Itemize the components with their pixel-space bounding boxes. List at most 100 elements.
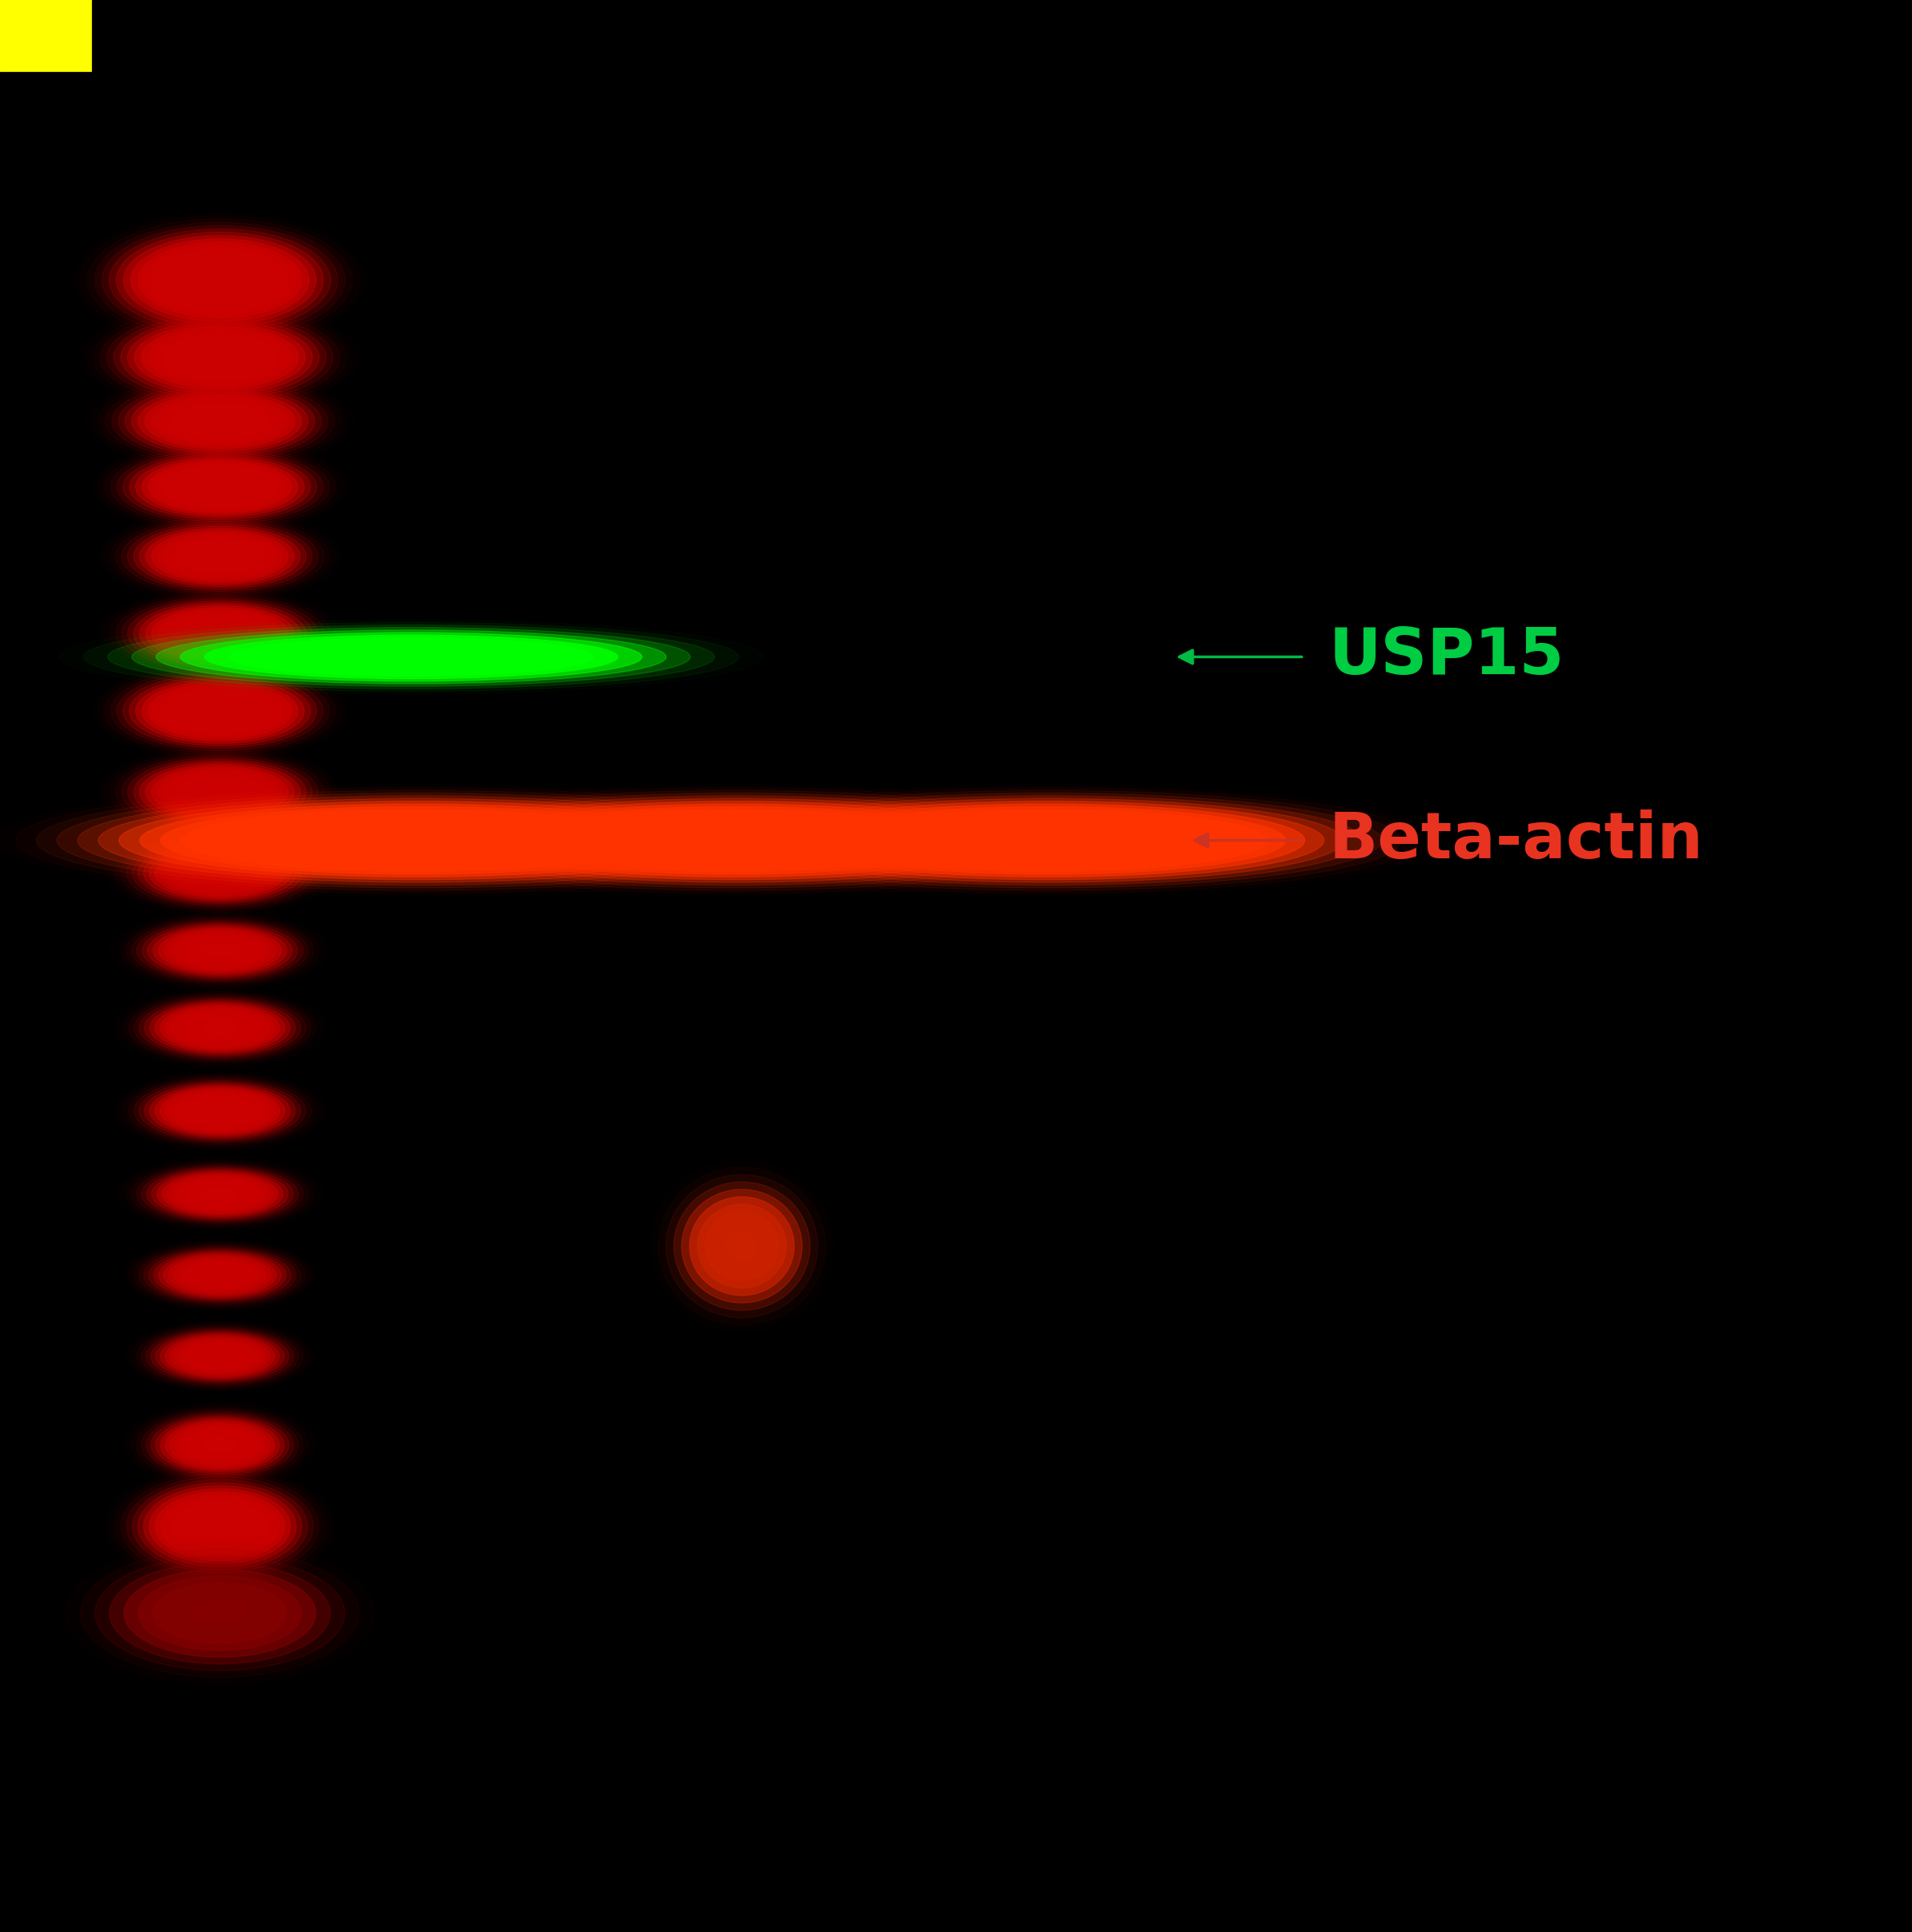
Ellipse shape bbox=[170, 614, 270, 653]
Ellipse shape bbox=[164, 535, 275, 578]
Ellipse shape bbox=[145, 1412, 294, 1478]
Ellipse shape bbox=[132, 840, 308, 906]
Text: USP15: USP15 bbox=[1329, 626, 1564, 688]
Ellipse shape bbox=[134, 601, 306, 667]
Ellipse shape bbox=[109, 228, 331, 332]
Ellipse shape bbox=[120, 319, 319, 396]
Ellipse shape bbox=[128, 522, 312, 591]
Ellipse shape bbox=[164, 1335, 275, 1378]
Ellipse shape bbox=[184, 1343, 256, 1370]
Ellipse shape bbox=[981, 831, 1115, 850]
Ellipse shape bbox=[157, 1171, 283, 1217]
Ellipse shape bbox=[229, 638, 593, 676]
Ellipse shape bbox=[153, 1250, 287, 1300]
Ellipse shape bbox=[161, 466, 279, 508]
Ellipse shape bbox=[153, 1582, 287, 1644]
Ellipse shape bbox=[128, 321, 312, 394]
Ellipse shape bbox=[140, 1246, 300, 1304]
Ellipse shape bbox=[166, 854, 273, 893]
Ellipse shape bbox=[155, 1086, 285, 1136]
Ellipse shape bbox=[159, 253, 281, 307]
Ellipse shape bbox=[182, 1012, 258, 1043]
Ellipse shape bbox=[673, 1182, 811, 1310]
Ellipse shape bbox=[132, 1480, 308, 1573]
Ellipse shape bbox=[151, 1169, 289, 1219]
Ellipse shape bbox=[151, 1329, 289, 1383]
Ellipse shape bbox=[180, 632, 642, 682]
Ellipse shape bbox=[136, 1408, 304, 1482]
Ellipse shape bbox=[155, 1331, 285, 1381]
Ellipse shape bbox=[690, 1196, 793, 1296]
Ellipse shape bbox=[174, 933, 266, 968]
Ellipse shape bbox=[159, 1252, 281, 1298]
Ellipse shape bbox=[201, 943, 239, 958]
Ellipse shape bbox=[157, 630, 665, 684]
Ellipse shape bbox=[111, 381, 329, 462]
Ellipse shape bbox=[157, 533, 283, 580]
Ellipse shape bbox=[122, 452, 317, 522]
Ellipse shape bbox=[130, 454, 310, 520]
Ellipse shape bbox=[149, 1490, 291, 1563]
Ellipse shape bbox=[184, 1430, 256, 1461]
Ellipse shape bbox=[176, 1010, 264, 1045]
Ellipse shape bbox=[120, 837, 319, 910]
Ellipse shape bbox=[203, 1269, 237, 1281]
Ellipse shape bbox=[151, 767, 289, 817]
Ellipse shape bbox=[811, 808, 1285, 873]
Ellipse shape bbox=[598, 821, 874, 860]
Ellipse shape bbox=[145, 605, 294, 663]
Ellipse shape bbox=[409, 792, 1063, 889]
Ellipse shape bbox=[111, 448, 329, 526]
Ellipse shape bbox=[138, 241, 302, 319]
Ellipse shape bbox=[176, 616, 264, 651]
Ellipse shape bbox=[128, 993, 312, 1063]
Ellipse shape bbox=[141, 922, 298, 980]
Ellipse shape bbox=[36, 790, 797, 891]
Ellipse shape bbox=[178, 1260, 262, 1291]
Ellipse shape bbox=[906, 821, 1189, 860]
Ellipse shape bbox=[107, 313, 333, 402]
Ellipse shape bbox=[174, 1258, 266, 1293]
Ellipse shape bbox=[732, 796, 1363, 885]
Ellipse shape bbox=[172, 404, 268, 439]
Ellipse shape bbox=[161, 1333, 279, 1379]
Ellipse shape bbox=[141, 680, 298, 742]
Ellipse shape bbox=[115, 518, 325, 595]
Ellipse shape bbox=[486, 804, 987, 877]
Ellipse shape bbox=[155, 464, 285, 510]
Ellipse shape bbox=[166, 1090, 275, 1132]
Ellipse shape bbox=[138, 920, 302, 981]
Ellipse shape bbox=[147, 1167, 293, 1221]
Ellipse shape bbox=[80, 1549, 359, 1677]
Ellipse shape bbox=[117, 450, 323, 524]
Ellipse shape bbox=[113, 315, 327, 400]
Ellipse shape bbox=[138, 1482, 302, 1571]
Ellipse shape bbox=[195, 269, 245, 292]
Ellipse shape bbox=[141, 458, 298, 516]
Ellipse shape bbox=[868, 815, 1228, 866]
Ellipse shape bbox=[203, 1350, 237, 1362]
Ellipse shape bbox=[163, 334, 277, 381]
Ellipse shape bbox=[180, 935, 260, 966]
Ellipse shape bbox=[170, 1092, 270, 1130]
Ellipse shape bbox=[168, 338, 272, 377]
Ellipse shape bbox=[105, 379, 335, 464]
Ellipse shape bbox=[149, 462, 291, 512]
Ellipse shape bbox=[772, 802, 1323, 879]
Ellipse shape bbox=[205, 636, 618, 678]
Ellipse shape bbox=[122, 597, 317, 670]
Ellipse shape bbox=[141, 1327, 298, 1385]
Ellipse shape bbox=[199, 626, 241, 641]
Ellipse shape bbox=[149, 684, 291, 738]
Ellipse shape bbox=[222, 815, 612, 866]
Ellipse shape bbox=[182, 810, 652, 871]
Ellipse shape bbox=[140, 761, 300, 823]
Ellipse shape bbox=[124, 236, 315, 325]
Ellipse shape bbox=[128, 599, 312, 668]
Ellipse shape bbox=[141, 1167, 298, 1221]
Ellipse shape bbox=[203, 811, 631, 869]
Ellipse shape bbox=[166, 255, 273, 305]
Ellipse shape bbox=[117, 232, 323, 328]
Ellipse shape bbox=[159, 398, 281, 444]
Ellipse shape bbox=[163, 1173, 277, 1215]
